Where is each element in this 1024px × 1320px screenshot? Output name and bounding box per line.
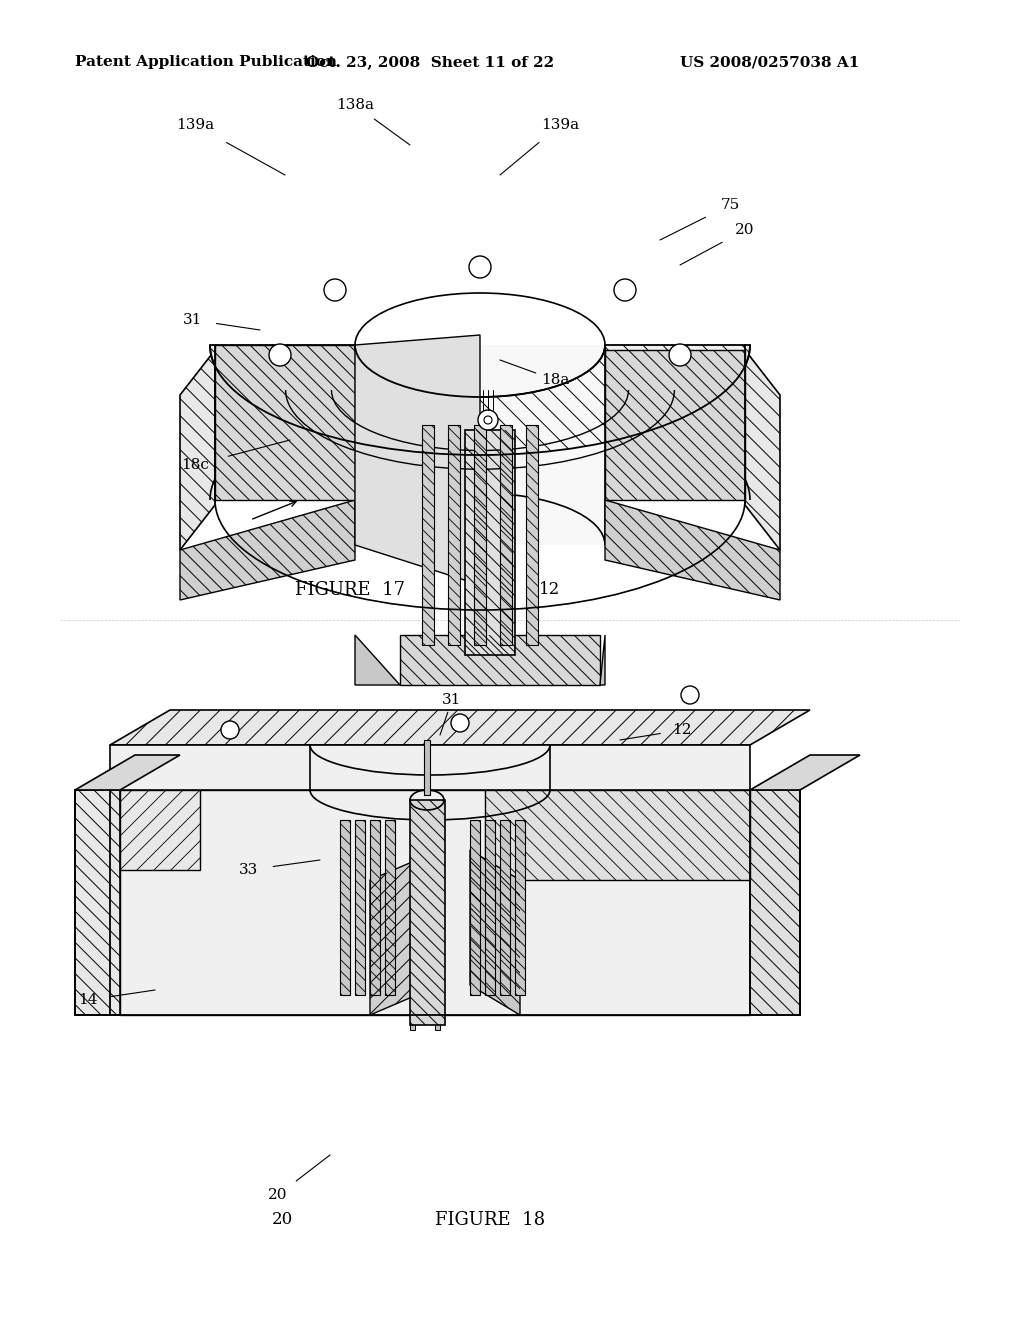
- Polygon shape: [355, 345, 605, 545]
- Polygon shape: [210, 345, 750, 455]
- Polygon shape: [474, 425, 486, 645]
- Text: 12: 12: [540, 582, 560, 598]
- Text: Oct. 23, 2008  Sheet 11 of 22: Oct. 23, 2008 Sheet 11 of 22: [306, 55, 554, 69]
- Polygon shape: [110, 744, 750, 789]
- Polygon shape: [355, 635, 400, 685]
- Text: FIGURE  18: FIGURE 18: [435, 1210, 545, 1229]
- Text: 31: 31: [183, 313, 203, 327]
- Polygon shape: [449, 425, 460, 645]
- Polygon shape: [215, 345, 355, 500]
- Text: 75: 75: [720, 198, 739, 213]
- Text: 138a: 138a: [336, 98, 374, 112]
- Polygon shape: [750, 755, 860, 789]
- Polygon shape: [750, 789, 800, 1015]
- Polygon shape: [435, 995, 440, 1030]
- Polygon shape: [75, 789, 120, 1015]
- Text: FIGURE  17: FIGURE 17: [295, 581, 406, 599]
- Polygon shape: [485, 820, 495, 995]
- Text: 20: 20: [271, 1212, 293, 1229]
- Text: 14: 14: [78, 993, 97, 1007]
- Circle shape: [669, 345, 691, 366]
- Circle shape: [484, 416, 492, 424]
- Polygon shape: [465, 430, 515, 655]
- Polygon shape: [410, 800, 445, 1026]
- Polygon shape: [605, 500, 780, 601]
- Polygon shape: [180, 350, 215, 550]
- Circle shape: [221, 721, 239, 739]
- Text: 18a: 18a: [541, 374, 569, 387]
- Text: 33: 33: [239, 863, 258, 876]
- Polygon shape: [355, 335, 480, 585]
- Circle shape: [478, 411, 498, 430]
- Polygon shape: [75, 755, 180, 789]
- Polygon shape: [400, 635, 600, 685]
- Polygon shape: [180, 500, 355, 601]
- Text: US 2008/0257038 A1: US 2008/0257038 A1: [680, 55, 859, 69]
- Polygon shape: [410, 995, 415, 1030]
- Text: 20: 20: [268, 1188, 288, 1203]
- Text: 20: 20: [735, 223, 755, 238]
- Text: 18c: 18c: [181, 458, 209, 473]
- Text: 18: 18: [469, 582, 490, 598]
- Polygon shape: [745, 350, 780, 550]
- Polygon shape: [120, 789, 750, 1015]
- Polygon shape: [470, 820, 480, 995]
- Text: 31: 31: [442, 693, 462, 708]
- Polygon shape: [424, 741, 430, 795]
- Polygon shape: [370, 820, 380, 995]
- Polygon shape: [600, 635, 605, 685]
- Polygon shape: [500, 425, 512, 645]
- Polygon shape: [526, 425, 538, 645]
- Polygon shape: [120, 789, 200, 870]
- Polygon shape: [500, 820, 510, 995]
- Text: 12: 12: [672, 723, 692, 737]
- Circle shape: [681, 686, 699, 704]
- Polygon shape: [340, 820, 350, 995]
- Polygon shape: [370, 850, 440, 1015]
- Polygon shape: [485, 789, 750, 880]
- Text: Patent Application Publication: Patent Application Publication: [75, 55, 337, 69]
- Circle shape: [469, 256, 490, 279]
- Circle shape: [614, 279, 636, 301]
- Polygon shape: [385, 820, 395, 995]
- Polygon shape: [470, 850, 520, 1015]
- Polygon shape: [605, 350, 745, 500]
- Circle shape: [269, 345, 291, 366]
- Polygon shape: [355, 820, 365, 995]
- Text: 139a: 139a: [541, 117, 579, 132]
- Polygon shape: [515, 820, 525, 995]
- Polygon shape: [110, 710, 810, 744]
- Text: 139a: 139a: [176, 117, 214, 132]
- Polygon shape: [422, 425, 434, 645]
- Circle shape: [324, 279, 346, 301]
- Circle shape: [451, 714, 469, 733]
